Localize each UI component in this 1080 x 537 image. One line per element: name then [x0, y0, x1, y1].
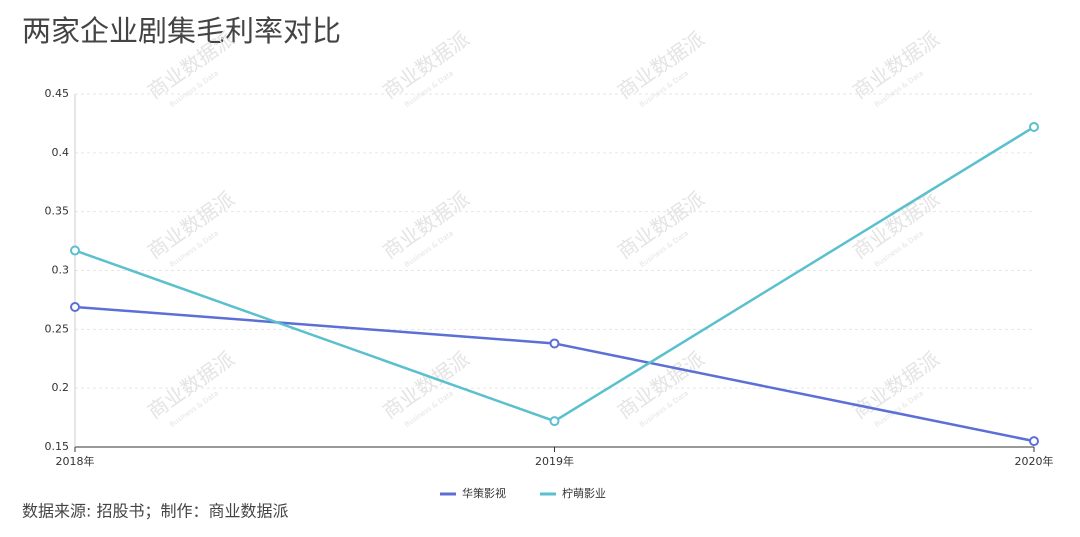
y-tick-label: 0.25 — [45, 322, 70, 335]
legend-label: 华策影视 — [462, 486, 506, 500]
y-tick-label: 0.15 — [45, 440, 70, 453]
data-point — [1029, 121, 1039, 132]
data-point — [70, 301, 80, 312]
x-tick-label: 2019年 — [535, 454, 574, 468]
source-note: 数据来源: 招股书；制作：商业数据派 — [22, 502, 288, 521]
y-tick-label: 0.4 — [52, 146, 70, 159]
x-tick-label: 2018年 — [56, 454, 95, 468]
data-point — [70, 245, 80, 256]
x-tick-label: 2020年 — [1015, 454, 1054, 468]
y-tick-label: 0.35 — [45, 205, 70, 218]
y-tick-label: 0.3 — [52, 264, 70, 277]
chart-title: 两家企业剧集毛利率对比 — [22, 14, 341, 48]
data-point — [1029, 436, 1039, 447]
y-tick-label: 0.2 — [52, 381, 70, 394]
data-point — [549, 416, 560, 427]
data-point — [549, 338, 560, 349]
legend-label: 柠萌影业 — [562, 486, 606, 500]
y-tick-label: 0.45 — [45, 87, 70, 100]
